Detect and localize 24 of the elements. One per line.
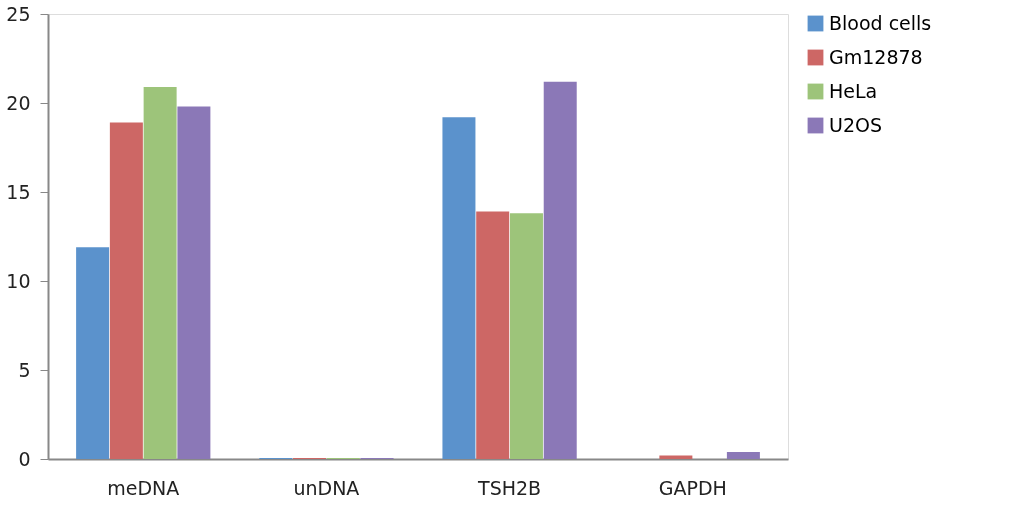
bar xyxy=(509,213,543,459)
bar xyxy=(442,117,476,459)
x-tick-label: meDNA xyxy=(107,476,180,499)
y-tick-label: 25 xyxy=(6,2,31,25)
y-tick-label: 10 xyxy=(6,269,31,292)
y-tick-label: 20 xyxy=(6,91,31,114)
bar xyxy=(76,247,110,459)
x-tick-label: GAPDH xyxy=(658,476,727,499)
legend-label: Blood cells xyxy=(829,11,932,34)
bar xyxy=(143,86,177,459)
legend-label: Gm12878 xyxy=(829,45,923,68)
legend-label: HeLa xyxy=(829,79,878,102)
y-tick-label: 0 xyxy=(18,447,31,470)
x-tick-label: TSH2B xyxy=(477,476,542,499)
y-tick-label: 5 xyxy=(18,358,31,381)
bar xyxy=(476,211,510,459)
bar xyxy=(659,455,693,459)
y-tick-label: 15 xyxy=(6,180,31,203)
bar xyxy=(109,122,143,459)
bar xyxy=(177,106,211,459)
x-tick-label: unDNA xyxy=(293,476,360,499)
legend-label: U2OS xyxy=(829,113,883,136)
bar xyxy=(543,81,577,459)
bar xyxy=(726,451,760,459)
